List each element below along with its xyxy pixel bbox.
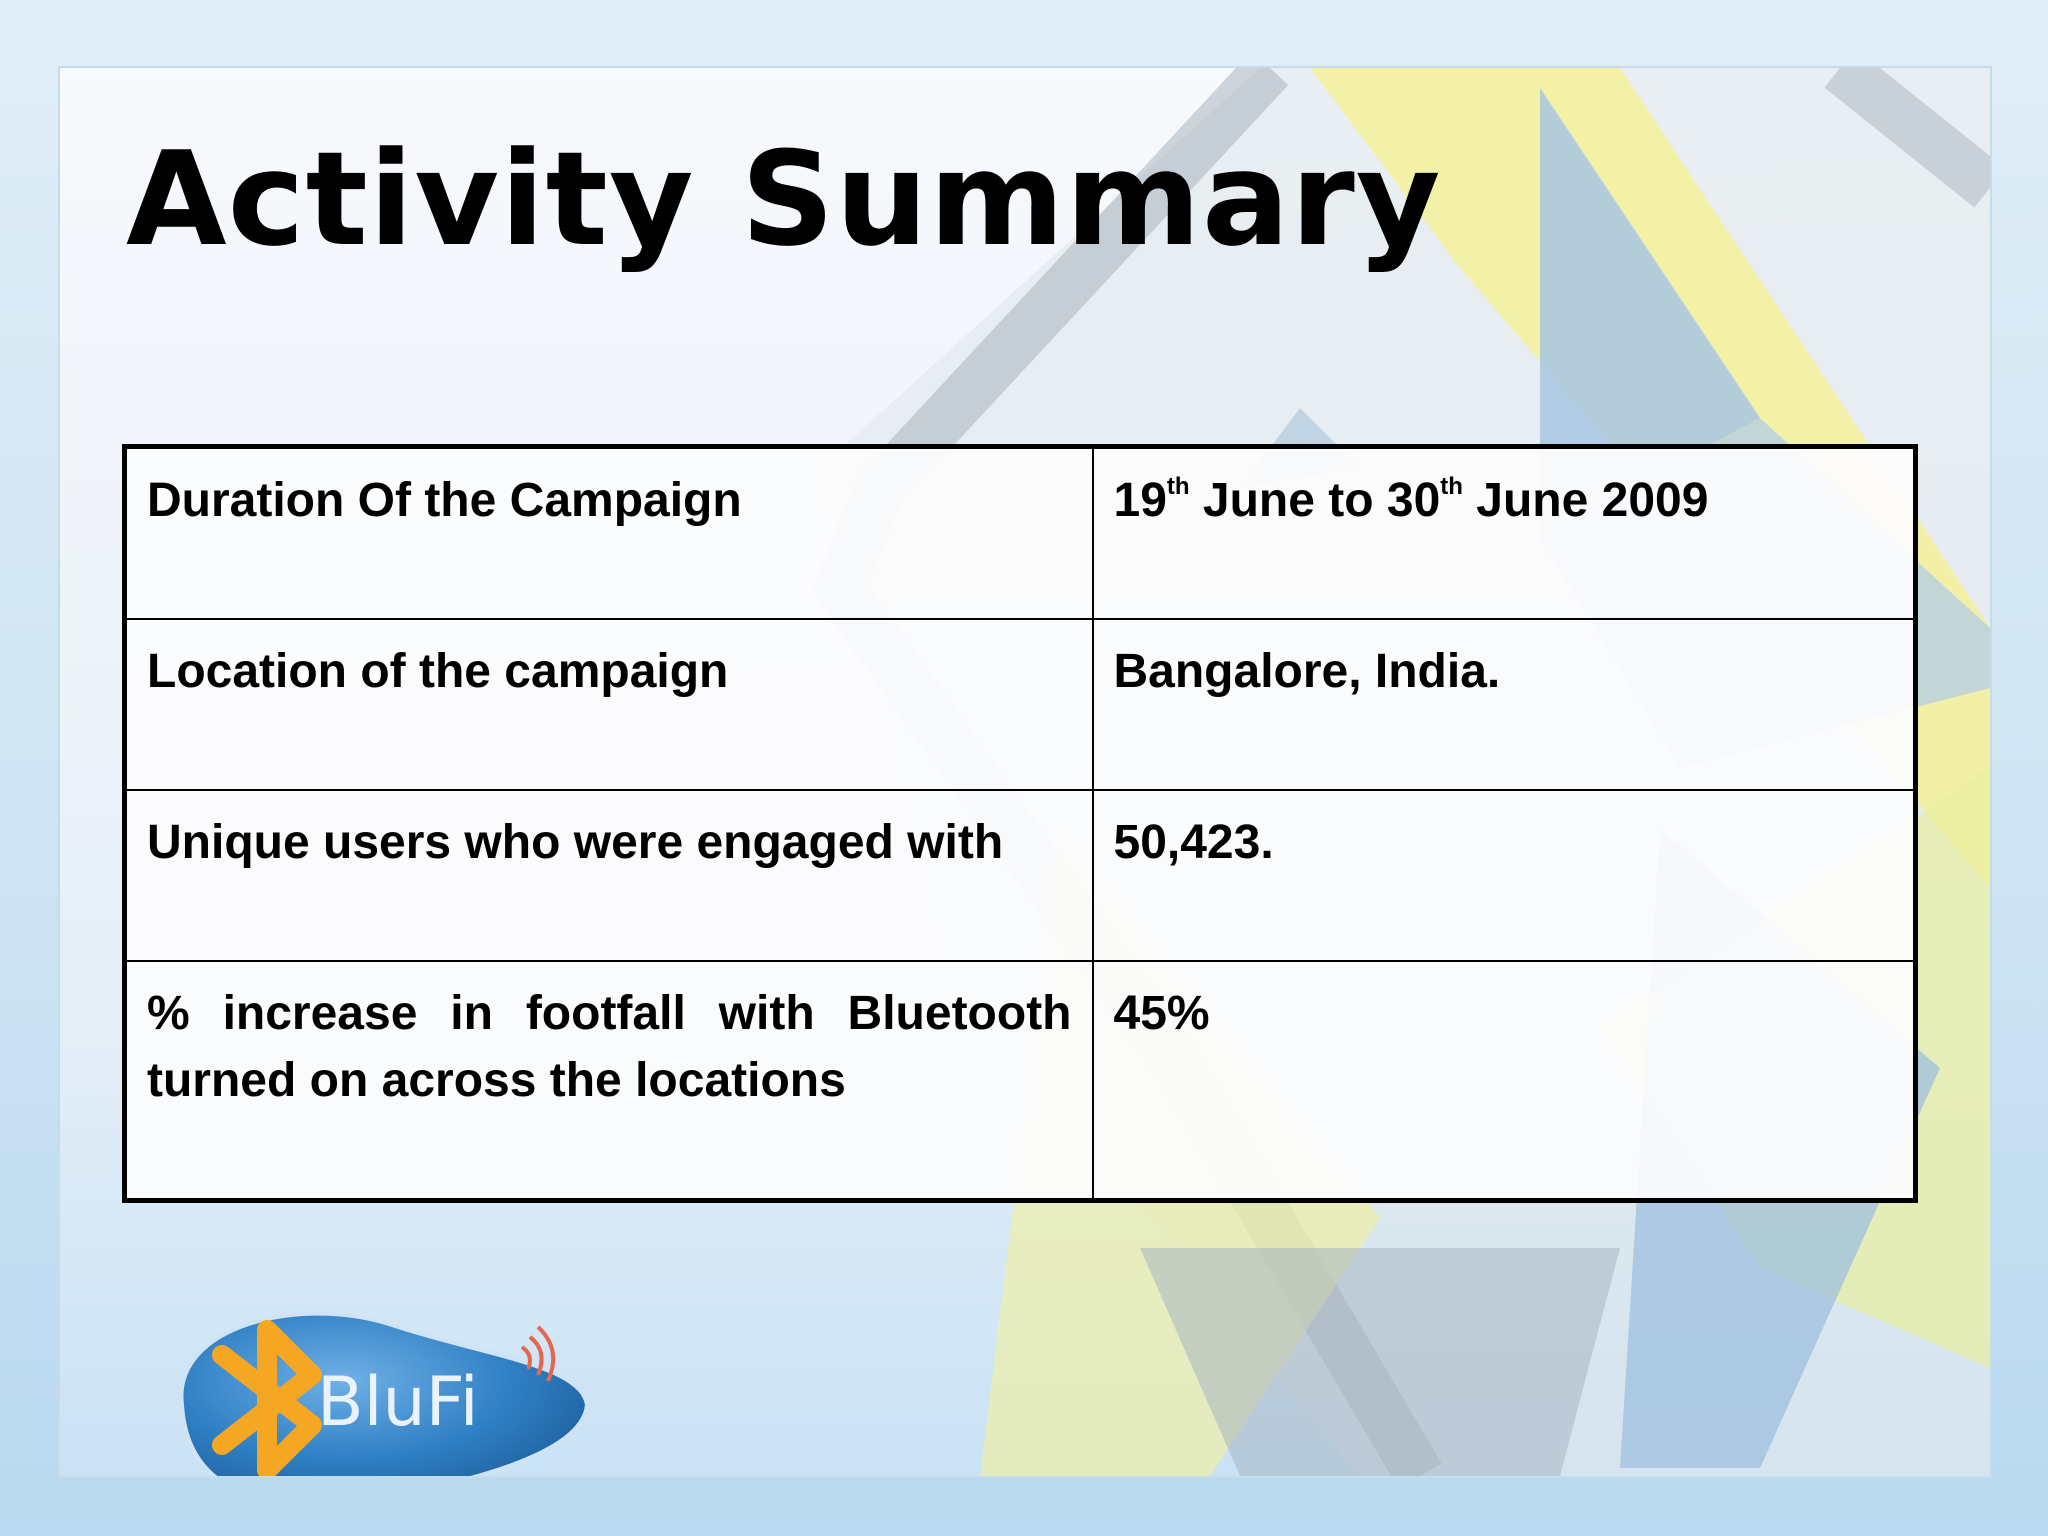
row-value: Bangalore, India. [1091, 618, 1917, 791]
end-day: 30 [1386, 474, 1441, 527]
start-day-suffix: th [1166, 473, 1190, 500]
bluetooth-icon [212, 1320, 322, 1476]
table-row: % increase in footfall with Bluetooth tu… [123, 960, 1917, 1202]
end-day-suffix: th [1440, 473, 1463, 500]
signal-waves-icon [520, 1325, 556, 1382]
date-connector: June to [1189, 474, 1387, 527]
row-value: 50,423. [1091, 789, 1917, 962]
row-value: 45% [1091, 960, 1917, 1202]
end-month-year: June 2009 [1462, 474, 1709, 527]
table-row: Duration Of the Campaign 19th June to 30… [123, 445, 1917, 620]
start-day: 19 [1113, 474, 1167, 527]
row-label: Location of the campaign [123, 618, 1094, 791]
table-row: Unique users who were engaged with 50,42… [123, 789, 1917, 962]
table-row: Location of the campaign Bangalore, Indi… [123, 618, 1917, 791]
slide-title: Activity Summary [126, 123, 1442, 275]
blufi-logo: BluFi [179, 1311, 590, 1476]
row-label: Unique users who were engaged with [123, 789, 1094, 962]
logo-text: BluFi [317, 1363, 479, 1442]
row-label: % increase in footfall with Bluetooth tu… [123, 960, 1094, 1202]
activity-summary-table: Duration Of the Campaign 19th June to 30… [122, 444, 1918, 1203]
slide: Activity Summary Duration Of the Campaig… [58, 66, 1992, 1478]
row-value: 19th June to 30th June 2009 [1091, 445, 1917, 620]
row-label: Duration Of the Campaign [123, 445, 1094, 620]
